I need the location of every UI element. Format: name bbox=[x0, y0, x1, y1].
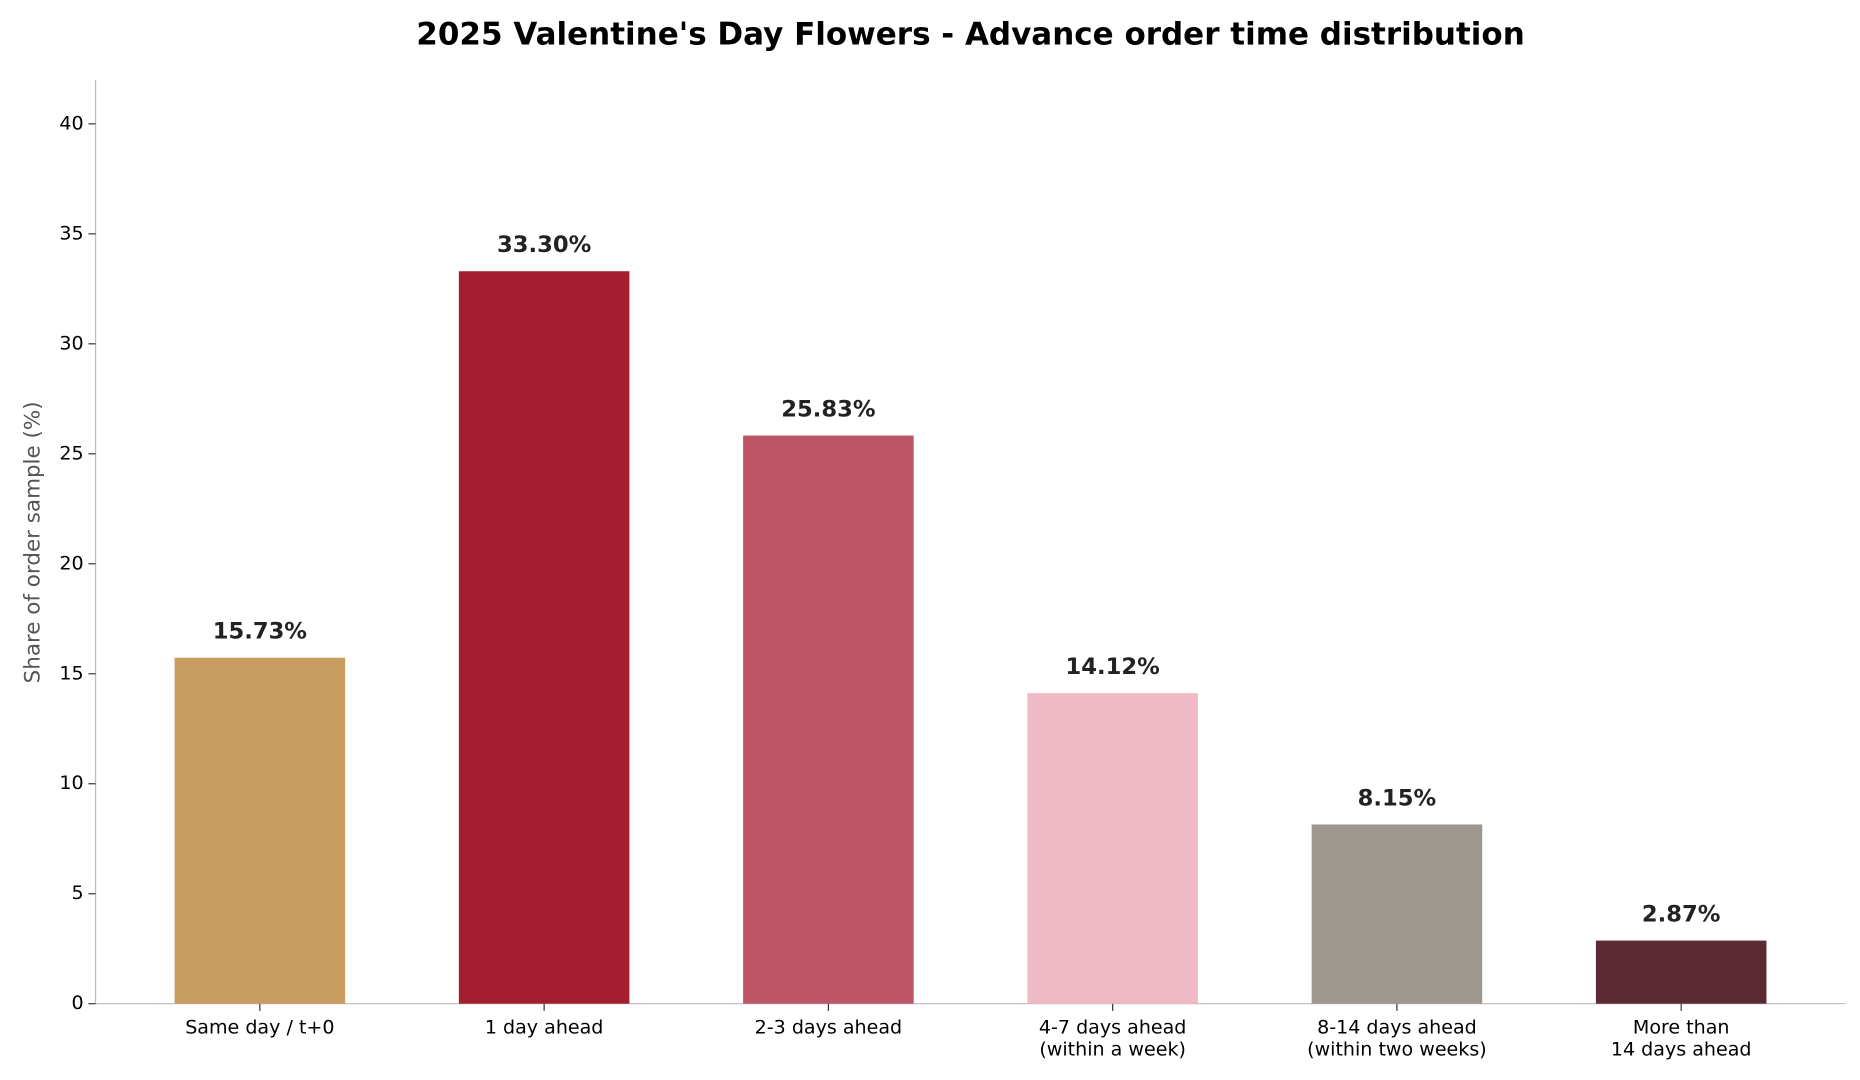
value-label: 25.83% bbox=[781, 396, 875, 422]
value-label: 8.15% bbox=[1358, 785, 1437, 811]
value-label: 15.73% bbox=[213, 619, 307, 645]
bar bbox=[1027, 693, 1198, 1004]
value-label: 33.30% bbox=[497, 232, 591, 258]
value-label: 14.12% bbox=[1066, 654, 1160, 680]
y-tick-label: 25 bbox=[59, 442, 83, 464]
y-tick-label: 20 bbox=[59, 552, 83, 574]
bar bbox=[743, 435, 914, 1004]
y-tick-label: 0 bbox=[72, 992, 84, 1014]
y-tick-label: 5 bbox=[72, 882, 84, 904]
x-tick-label: 4-7 days ahead (within a week) bbox=[1039, 1017, 1187, 1061]
x-tick-label: More than 14 days ahead bbox=[1611, 1017, 1752, 1061]
bar bbox=[1311, 824, 1483, 1004]
y-tick-label: 30 bbox=[59, 332, 83, 354]
y-tick-label: 15 bbox=[59, 662, 83, 684]
x-tick-label: 2-3 days ahead bbox=[755, 1017, 903, 1039]
y-axis-label: Share of order sample (%) bbox=[21, 401, 46, 683]
y-tick-label: 35 bbox=[59, 222, 83, 244]
value-label: 2.87% bbox=[1642, 902, 1721, 928]
bar bbox=[1595, 940, 1767, 1004]
x-tick-label: Same day / t+0 bbox=[185, 1017, 334, 1039]
bar bbox=[458, 271, 630, 1004]
x-tick-label: 8-14 days ahead (within two weeks) bbox=[1307, 1017, 1487, 1061]
chart-title: 2025 Valentine's Day Flowers - Advance o… bbox=[416, 16, 1524, 52]
bar bbox=[174, 657, 346, 1004]
y-tick-label: 10 bbox=[59, 772, 83, 794]
y-tick-label: 40 bbox=[59, 112, 83, 134]
x-tick-label: 1 day ahead bbox=[485, 1017, 604, 1039]
